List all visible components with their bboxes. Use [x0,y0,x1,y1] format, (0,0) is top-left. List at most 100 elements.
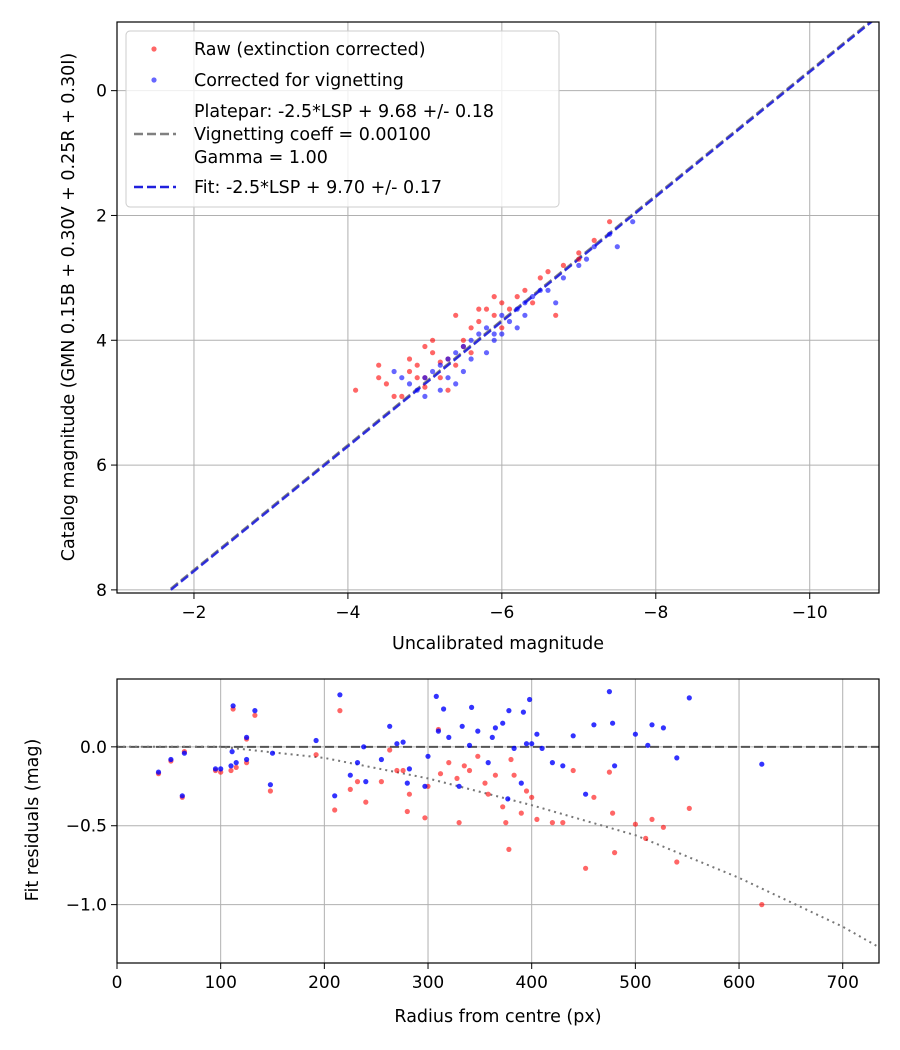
residuals-corrected-point [511,745,517,752]
calibration-y-tick-label: 0 [96,82,107,102]
residuals-corrected-point [456,783,462,789]
residuals-raw-point [643,835,649,842]
legend-raw-marker [151,46,157,52]
residuals-raw-point [591,794,597,800]
residuals-corrected-point [534,731,540,737]
residuals-raw-point [228,767,234,774]
residuals-corrected-point [218,766,224,772]
calibration-legend: Raw (extinction corrected) Corrected for… [125,30,560,208]
residuals-raw-point [252,712,258,718]
residuals-corrected-point [332,793,338,799]
calibration-x-tick-label: −4 [335,603,360,623]
calibration-corrected-point [514,325,520,331]
residuals-raw-point [570,767,576,774]
calibration-corrected-point [453,381,459,387]
calibration-raw-point [422,384,428,390]
calibration-corrected-point [630,219,636,225]
calibration-corrected-point [483,350,490,356]
calibration-x-tick-label: −2 [181,603,206,623]
calibration-corrected-point [476,331,482,337]
residuals-corrected-point [549,760,556,766]
calibration-corrected-point [553,300,559,306]
residuals-corrected-point [591,722,597,728]
calibration-raw-point [522,287,528,293]
calibration-corrected-point [522,300,528,306]
residuals-raw-point [503,820,509,826]
residuals-raw-point [523,788,530,794]
residuals-x-tick-label: 200 [308,973,340,993]
residuals-corrected-point [606,689,613,695]
residuals-corrected-point [267,782,273,788]
residuals-corrected-point [354,760,361,766]
legend-fit-label: Fit: -2.5*LSP + 9.70 +/- 0.17 [194,178,442,198]
residuals-corrected-point [466,742,473,748]
residuals-ticks: 0 100 200 300 400 500 600 700 0.0 −0.5 −1.0 [66,738,859,993]
residuals-raw-point [511,772,517,778]
residuals-x-tick-label: 300 [412,973,444,993]
residuals-corrected-point [230,703,236,709]
residuals-x-tick-label: 400 [515,973,547,993]
calibration-corrected-point [414,387,420,393]
calibration-corrected-point [422,393,428,399]
residuals-y-tick-label: 0.0 [80,738,107,758]
legend-corrected-label: Corrected for vignetting [194,71,404,91]
residuals-corrected-point [168,756,174,763]
calibration-raw-point [491,312,497,318]
calibration-raw-point [437,375,443,381]
fit-line [170,22,874,591]
residuals-raw-point [606,769,613,775]
residuals-corrected-point [505,796,511,802]
residuals-y-tick-label: −0.5 [66,817,107,837]
calibration-raw-point [499,325,505,331]
calibration-corrected-point [406,381,413,387]
calibration-raw-point [383,381,389,387]
residuals-corrected-point [212,766,219,772]
residuals-corrected-point [446,734,452,741]
calibration-raw-point [514,294,520,300]
calibration-raw-point [537,275,543,281]
residuals-raw-point [529,794,535,800]
calibration-raw-point [545,269,551,275]
calibration-corrected-point [499,331,505,337]
residuals-y-axis-label: Fit residuals (mag) [23,739,43,902]
residuals-raw-point [610,810,616,816]
residuals-corrected-point [387,723,393,729]
calibration-raw-point [576,256,582,262]
residuals-corrected-point [645,742,651,748]
residuals-raw-point [347,786,353,793]
residuals-corrected-point [347,772,353,778]
residuals-raw-point [612,850,618,856]
residuals-corrected-point [229,749,235,755]
residuals-corrected-point [337,692,343,698]
calibration-corrected-point [506,318,513,325]
calibration-raw-point [491,294,497,300]
residuals-x-tick-label: 700 [826,973,858,993]
residuals-corrected-point [759,761,765,767]
calibration-axes-frame [116,21,880,594]
residuals-raw-point [583,865,589,871]
residuals-corrected-point [523,741,530,747]
residuals-corrected-point [155,769,162,775]
calibration-y-tick-label: 6 [96,456,107,476]
residuals-corrected-point [560,763,566,769]
legend-platepar-label-1: Platepar: -2.5*LSP + 9.68 +/- 0.18 [194,102,494,122]
residuals-x-tick-label: 0 [112,973,123,993]
calibration-y-tick-label: 8 [96,581,107,601]
calibration-ticks: −2 −4 −6 −8 −10 0 2 4 6 8 [96,82,828,623]
residuals-corrected-point [492,725,498,731]
residuals-corrected-point [252,708,258,714]
residuals-raw-point [500,804,506,810]
residuals-corrected-point [506,708,512,714]
legend-box [125,30,560,208]
residuals-corrected-point [400,739,406,745]
legend-corrected-marker [151,77,157,83]
calibration-raw-point [430,350,436,356]
residuals-x-tick-label: 100 [204,973,236,993]
calibration-corrected-point [483,325,490,331]
calibration-raw-point [430,337,436,343]
residuals-corrected-point [686,695,692,701]
residuals-raw-point [313,752,319,758]
calibration-corrected-point [437,362,443,368]
calibration-corrected-point [460,343,466,350]
